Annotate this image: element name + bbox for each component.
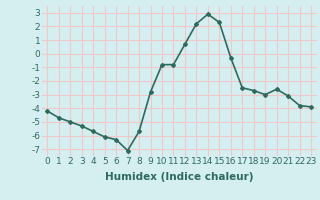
X-axis label: Humidex (Indice chaleur): Humidex (Indice chaleur) [105, 172, 253, 182]
